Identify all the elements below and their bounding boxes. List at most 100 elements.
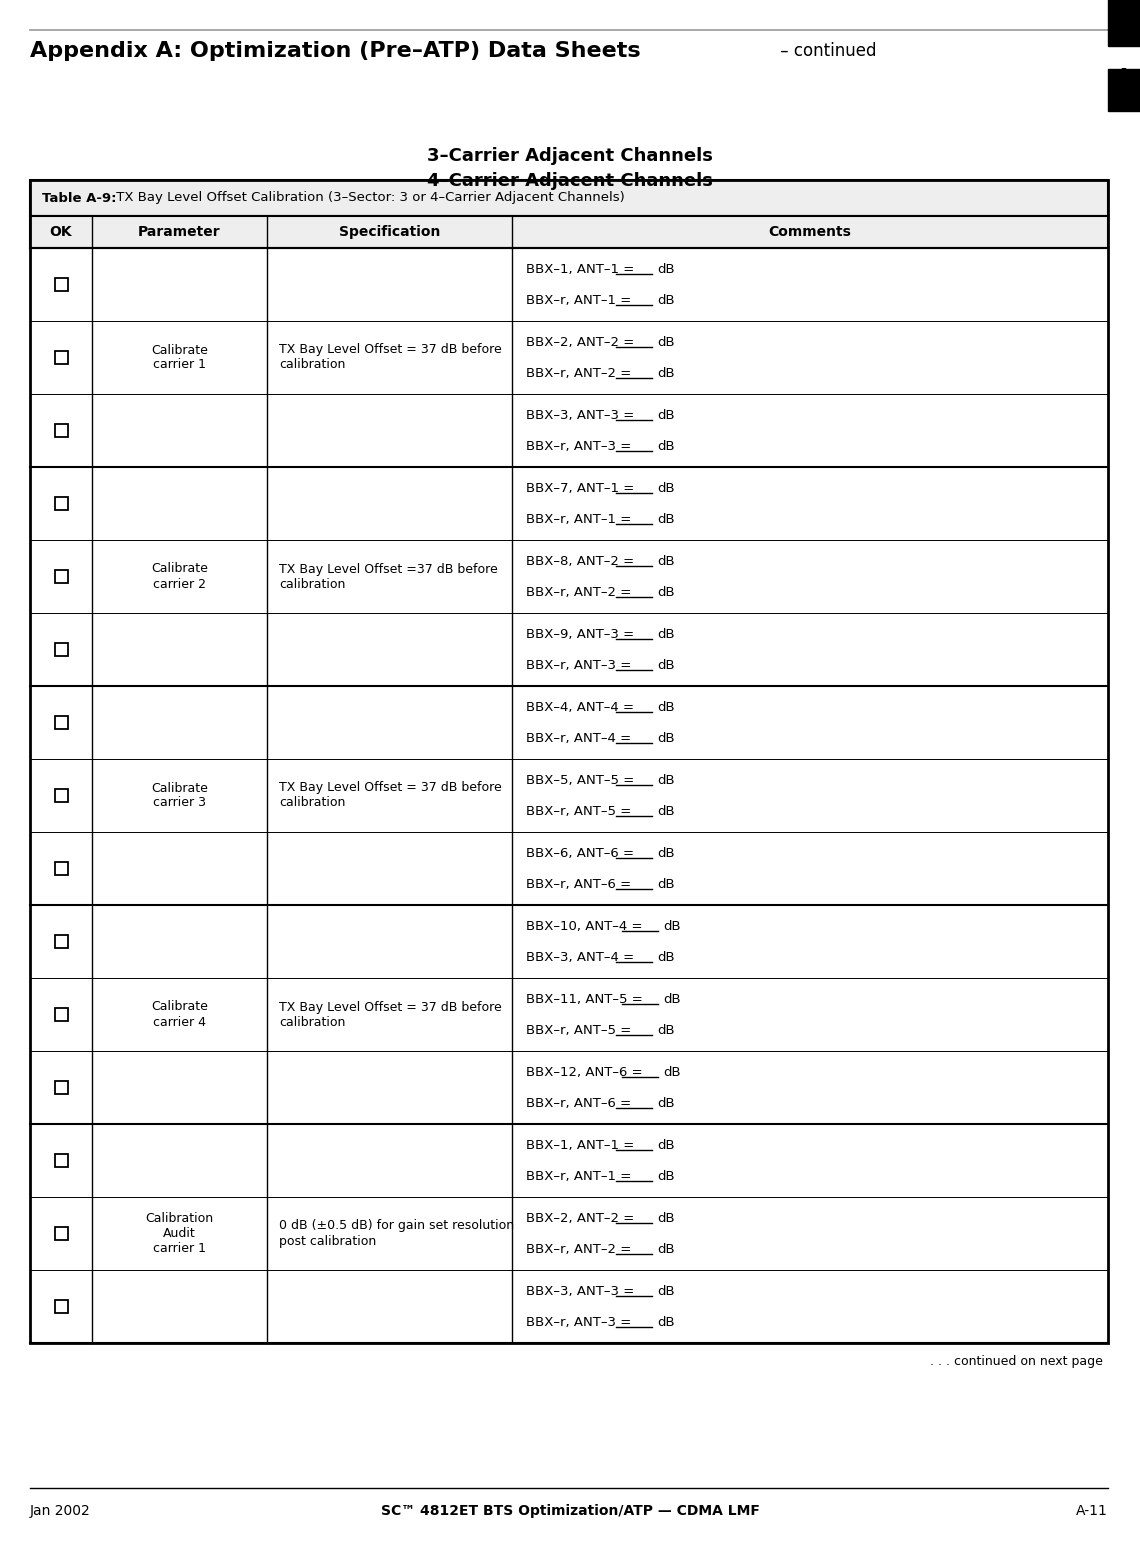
Text: 3–Carrier Adjacent Channels: 3–Carrier Adjacent Channels [428,147,712,165]
Text: BBX–3, ANT–3 =: BBX–3, ANT–3 = [526,1285,638,1299]
Text: BBX–r, ANT–6 =: BBX–r, ANT–6 = [526,1098,635,1110]
Bar [30,979,1108,1051]
Text: dB: dB [657,702,675,714]
Bar [55,278,67,291]
Bar [55,1300,67,1313]
Text: A-11: A-11 [1076,1504,1108,1518]
Text: dB: dB [657,1212,675,1226]
Text: Calibrate
carrier 2: Calibrate carrier 2 [152,563,207,591]
Text: BBX–1, ANT–1 =: BBX–1, ANT–1 = [526,263,638,277]
Text: dB: dB [657,410,675,422]
Text: dB: dB [657,263,675,277]
Text: dB: dB [657,1316,675,1330]
Text: SC™ 4812ET BTS Optimization/ATP — CDMA LMF: SC™ 4812ET BTS Optimization/ATP — CDMA L… [381,1504,759,1518]
Bar [55,424,67,438]
Text: BBX–7, ANT–1 =: BBX–7, ANT–1 = [526,482,638,495]
Bar [55,496,67,510]
Bar [30,614,1108,686]
Text: dB: dB [657,878,675,890]
Text: BBX–2, ANT–2 =: BBX–2, ANT–2 = [526,1212,638,1226]
Text: Parameter: Parameter [138,226,221,240]
Text: Comments: Comments [768,226,852,240]
Text: BBX–r, ANT–2 =: BBX–r, ANT–2 = [526,586,635,598]
Text: dB: dB [657,805,675,818]
Text: dB: dB [657,951,675,965]
Text: dB: dB [657,628,675,642]
Text: dB: dB [657,555,675,569]
Text: dB: dB [657,513,675,526]
Text: BBX–3, ANT–4 =: BBX–3, ANT–4 = [526,951,638,965]
Text: BBX–5, ANT–5 =: BBX–5, ANT–5 = [526,775,638,787]
Bar [30,759,1108,832]
Text: dB: dB [657,482,675,495]
Text: dB: dB [657,1243,675,1255]
Text: BBX–10, ANT–4 =: BBX–10, ANT–4 = [526,920,646,934]
Bar [30,1197,1108,1269]
Text: OK: OK [50,226,72,240]
Text: BBX–6, ANT–6 =: BBX–6, ANT–6 = [526,847,638,861]
Bar [55,351,67,363]
Bar [30,467,1108,540]
Text: dB: dB [657,1023,675,1037]
Bar [30,216,1108,247]
Text: Table A-9:: Table A-9: [42,192,116,204]
Text: . . . continued on next page: . . . continued on next page [930,1354,1104,1368]
Text: 4–Carrier Adjacent Channels: 4–Carrier Adjacent Channels [428,172,712,190]
Text: dB: dB [657,1170,675,1183]
Bar [30,1051,1108,1124]
Text: BBX–r, ANT–2 =: BBX–r, ANT–2 = [526,1243,635,1255]
Bar [55,570,67,583]
Text: dB: dB [657,847,675,861]
Text: Calibrate
carrier 1: Calibrate carrier 1 [152,343,207,371]
Text: dB: dB [657,1285,675,1299]
Text: BBX–12, ANT–6 =: BBX–12, ANT–6 = [526,1067,646,1079]
Text: TX Bay Level Offset =37 dB before
calibration: TX Bay Level Offset =37 dB before calibr… [279,563,498,591]
Text: BBX–1, ANT–1 =: BBX–1, ANT–1 = [526,1139,638,1152]
Bar [30,686,1108,759]
Text: BBX–r, ANT–6 =: BBX–r, ANT–6 = [526,878,635,890]
Text: dB: dB [657,733,675,745]
Text: BBX–r, ANT–1 =: BBX–r, ANT–1 = [526,294,635,308]
Text: dB: dB [657,1098,675,1110]
Text: dB: dB [663,920,681,934]
Text: TX Bay Level Offset = 37 dB before
calibration: TX Bay Level Offset = 37 dB before calib… [279,781,502,810]
Bar [30,179,1108,216]
Text: TX Bay Level Offset Calibration (3–Sector: 3 or 4–Carrier Adjacent Channels): TX Bay Level Offset Calibration (3–Secto… [112,192,625,204]
Bar [30,904,1108,979]
Bar [55,1228,67,1240]
Bar [55,863,67,875]
Text: A: A [1117,66,1131,85]
Text: dB: dB [663,1067,681,1079]
Text: dB: dB [657,337,675,349]
Text: BBX–r, ANT–1 =: BBX–r, ANT–1 = [526,1170,635,1183]
Text: BBX–11, ANT–5 =: BBX–11, ANT–5 = [526,994,648,1006]
Bar [1108,70,1140,111]
Text: Appendix A: Optimization (Pre–ATP) Data Sheets: Appendix A: Optimization (Pre–ATP) Data … [30,42,641,60]
Bar [55,643,67,656]
Text: TX Bay Level Offset = 37 dB before
calibration: TX Bay Level Offset = 37 dB before calib… [279,343,502,371]
Bar [30,1124,1108,1197]
Bar [30,179,1108,1343]
Text: dB: dB [657,366,675,380]
Bar [30,540,1108,614]
Text: – continued: – continued [775,42,877,60]
Text: BBX–r, ANT–5 =: BBX–r, ANT–5 = [526,1023,635,1037]
Bar [55,1081,67,1095]
Bar [55,788,67,802]
Text: BBX–r, ANT–3 =: BBX–r, ANT–3 = [526,441,635,453]
Bar [55,935,67,948]
Bar [30,832,1108,904]
Text: Calibrate
carrier 4: Calibrate carrier 4 [152,1000,207,1028]
Text: dB: dB [657,1139,675,1152]
Text: dB: dB [657,775,675,787]
Bar [30,247,1108,322]
Text: 0 dB (±0.5 dB) for gain set resolution
post calibration: 0 dB (±0.5 dB) for gain set resolution p… [279,1220,514,1248]
Text: BBX–r, ANT–4 =: BBX–r, ANT–4 = [526,733,635,745]
Text: Jan 2002: Jan 2002 [30,1504,91,1518]
Text: dB: dB [657,441,675,453]
Text: TX Bay Level Offset = 37 dB before
calibration: TX Bay Level Offset = 37 dB before calib… [279,1000,502,1028]
Text: dB: dB [663,994,681,1006]
Text: BBX–8, ANT–2 =: BBX–8, ANT–2 = [526,555,638,569]
Text: dB: dB [657,586,675,598]
Text: BBX–r, ANT–1 =: BBX–r, ANT–1 = [526,513,635,526]
